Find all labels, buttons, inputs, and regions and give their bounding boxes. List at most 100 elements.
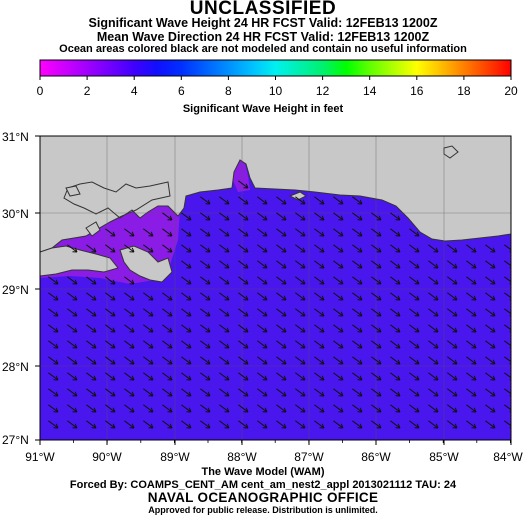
wave-arrow <box>124 340 135 349</box>
wave-arrow <box>314 324 325 333</box>
wave-arrow <box>371 212 382 221</box>
wave-arrow <box>371 340 382 349</box>
wave-arrow <box>485 356 496 365</box>
wave-arrow <box>200 228 211 237</box>
wave-arrow <box>219 260 230 269</box>
wave-arrow <box>352 212 363 221</box>
wave-arrow <box>200 388 211 397</box>
wave-arrow <box>276 260 287 269</box>
land-louisiana-marsh <box>40 245 119 277</box>
wave-direction-arrows <box>48 180 511 429</box>
wave-arrow <box>333 260 344 269</box>
wave-arrow <box>447 292 458 301</box>
wave-arrow <box>466 420 477 429</box>
wave-arrow <box>466 404 477 413</box>
wave-arrow <box>124 276 135 285</box>
wave-arrow <box>428 420 439 429</box>
wave-arrow <box>295 228 306 237</box>
wave-arrow <box>295 244 306 253</box>
wave-arrow <box>295 372 306 381</box>
wave-arrow <box>181 420 192 429</box>
wave-arrow <box>447 324 458 333</box>
wave-arrow <box>48 404 59 413</box>
wave-arrow <box>143 308 154 317</box>
wave-arrow <box>333 292 344 301</box>
wave-arrow <box>257 404 268 413</box>
title-wave-direction: Mean Wave Direction 24 HR FCST Valid: 12… <box>96 30 430 44</box>
classification-banner: UNCLASSIFIED <box>189 0 337 19</box>
wave-arrow <box>314 340 325 349</box>
wave-arrow <box>314 372 325 381</box>
colorbar-title: Significant Wave Height in feet <box>182 103 344 115</box>
wave-arrow <box>447 372 458 381</box>
wave-arrow <box>352 308 363 317</box>
wave-arrow <box>162 340 173 349</box>
wave-arrow <box>428 244 439 253</box>
wave-arrow <box>352 292 363 301</box>
wave-arrow <box>409 404 420 413</box>
wave-arrow <box>352 244 363 253</box>
wave-arrow <box>257 212 268 221</box>
wave-arrow <box>447 340 458 349</box>
wave-arrow <box>48 340 59 349</box>
wave-arrow <box>504 340 511 349</box>
wave-arrow <box>333 212 344 221</box>
wave-arrow <box>200 212 211 221</box>
wave-arrow <box>48 276 59 285</box>
wave-arrow <box>504 356 511 365</box>
wave-arrow <box>409 228 420 237</box>
wave-arrow <box>276 340 287 349</box>
lat-label-31: 31°N <box>2 130 29 144</box>
wave-arrow <box>409 276 420 285</box>
wave-arrow <box>333 196 344 205</box>
wave-arrow <box>67 420 78 429</box>
wave-arrow <box>67 308 78 317</box>
wave-arrow <box>504 404 511 413</box>
wave-arrow <box>67 324 78 333</box>
wave-arrow <box>257 356 268 365</box>
wave-arrow <box>67 244 78 253</box>
wave-arrow <box>200 260 211 269</box>
ocean-note: Ocean areas colored black are not modele… <box>59 43 467 55</box>
wave-arrow <box>352 340 363 349</box>
map-area <box>40 136 511 440</box>
wave-arrow <box>390 356 401 365</box>
wave-arrow <box>428 356 439 365</box>
wave-arrow <box>390 324 401 333</box>
wave-arrow <box>238 356 249 365</box>
wave-arrow <box>181 276 192 285</box>
latitude-labels: 31°N 30°N 29°N 28°N 27°N <box>2 130 29 447</box>
wave-arrow <box>257 308 268 317</box>
wave-arrow <box>124 388 135 397</box>
colorbar-tick-label: 20 <box>504 84 518 98</box>
colorbar-tick-label: 2 <box>84 84 91 98</box>
wave-arrow <box>105 244 116 253</box>
wave-arrow <box>181 340 192 349</box>
wave-arrow <box>295 308 306 317</box>
wave-arrow <box>67 372 78 381</box>
wave-arrow <box>447 420 458 429</box>
wave-arrow <box>295 340 306 349</box>
wave-arrow <box>447 244 458 253</box>
wave-arrow <box>409 324 420 333</box>
office-name: NAVAL OCEANOGRAPHIC OFFICE <box>147 490 379 505</box>
wave-arrow <box>143 292 154 301</box>
wave-arrow <box>48 356 59 365</box>
wave-arrow <box>48 420 59 429</box>
wave-arrow <box>314 228 325 237</box>
wave-arrow <box>428 276 439 285</box>
wave-arrow <box>371 404 382 413</box>
graticule <box>40 136 511 440</box>
wave-arrow <box>162 372 173 381</box>
wave-arrow <box>48 308 59 317</box>
wave-arrow <box>143 340 154 349</box>
wave-arrow <box>105 276 116 285</box>
wave-arrow <box>67 356 78 365</box>
wave-arrow <box>162 420 173 429</box>
wave-arrow <box>162 324 173 333</box>
distribution-statement: Approved for public release. Distributio… <box>148 505 378 515</box>
wave-arrow <box>48 372 59 381</box>
wave-arrow <box>200 372 211 381</box>
wave-arrow <box>276 372 287 381</box>
lat-label-29: 29°N <box>2 283 29 297</box>
